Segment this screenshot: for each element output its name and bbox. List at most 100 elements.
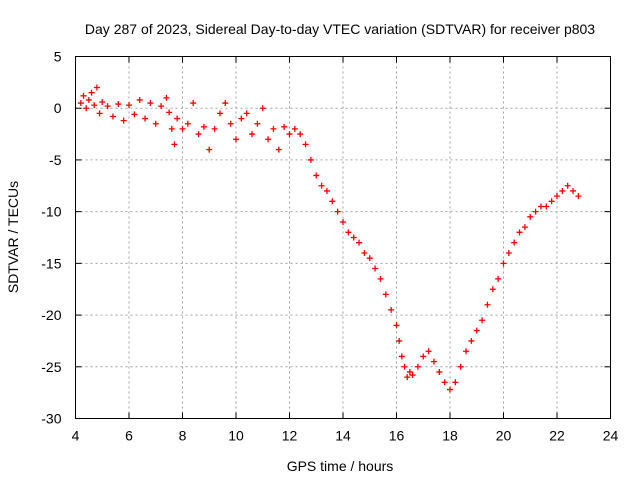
data-point	[505, 250, 512, 257]
data-point	[334, 208, 341, 215]
data-point	[254, 120, 261, 127]
x-tick-label: 16	[389, 428, 405, 444]
data-point	[85, 96, 92, 103]
data-point	[91, 102, 98, 109]
data-point	[420, 353, 427, 360]
data-point	[377, 275, 384, 282]
data-point	[543, 203, 550, 210]
x-axis-label: GPS time / hours	[287, 458, 394, 474]
y-tick-label: -30	[41, 411, 61, 427]
data-point	[436, 368, 443, 375]
data-points	[77, 84, 582, 393]
data-point	[463, 348, 470, 355]
data-point	[233, 136, 239, 143]
data-point	[152, 120, 159, 127]
y-tick-label: 0	[54, 100, 62, 116]
x-tick-label: 18	[442, 428, 458, 444]
grid-lines	[75, 56, 611, 419]
y-tick-label: -5	[49, 152, 62, 168]
data-point	[126, 102, 132, 109]
data-point	[468, 337, 475, 344]
data-point	[323, 187, 330, 194]
data-point	[99, 99, 106, 106]
data-point	[398, 353, 405, 360]
data-point	[243, 110, 250, 117]
data-point	[516, 229, 523, 236]
data-point	[275, 146, 282, 153]
x-tick-label: 22	[549, 428, 565, 444]
data-point	[163, 94, 170, 101]
data-point	[521, 224, 528, 231]
data-point	[430, 358, 437, 365]
data-point	[302, 141, 309, 148]
data-point	[404, 374, 411, 381]
y-tick-label: -15	[41, 255, 61, 271]
data-point	[382, 291, 389, 298]
data-point	[77, 100, 84, 107]
chart-title: Day 287 of 2023, Sidereal Day-to-day VTE…	[85, 21, 595, 37]
data-point	[414, 363, 421, 370]
x-tick-label: 14	[335, 428, 351, 444]
data-point	[104, 103, 111, 110]
data-point	[495, 275, 502, 282]
y-tick-labels: 5 0 -5 -10 -15 -20 -25 -30	[41, 49, 61, 427]
data-point	[80, 92, 87, 99]
data-point	[147, 100, 154, 107]
data-point	[570, 187, 577, 194]
data-point	[393, 322, 400, 329]
data-point	[200, 123, 207, 130]
data-point	[361, 250, 368, 257]
data-point	[249, 131, 256, 138]
y-tick-label: -20	[41, 307, 61, 323]
data-point	[554, 193, 560, 200]
data-point	[396, 337, 403, 344]
data-point	[345, 229, 352, 236]
data-point	[142, 115, 149, 122]
data-point	[270, 125, 277, 132]
data-point	[238, 115, 245, 122]
data-point	[291, 125, 298, 132]
data-point	[115, 101, 122, 108]
data-point	[452, 379, 459, 386]
x-tick-label: 6	[125, 428, 133, 444]
data-point	[222, 100, 229, 107]
data-point	[406, 368, 413, 375]
x-tick-label: 24	[603, 428, 619, 444]
x-tick-labels: 4 6 8 10 12 14 16 18 20 22 24	[72, 428, 619, 444]
data-point	[457, 363, 464, 370]
data-point	[425, 348, 432, 355]
data-point	[166, 109, 173, 116]
data-point	[120, 117, 127, 124]
data-point	[329, 198, 336, 205]
x-tick-label: 20	[496, 428, 512, 444]
data-point	[131, 111, 138, 118]
data-point	[227, 120, 234, 127]
x-tick-label: 4	[72, 428, 80, 444]
data-point	[318, 182, 325, 189]
data-point	[527, 213, 534, 220]
data-point	[401, 363, 408, 370]
x-tick-label: 12	[282, 428, 298, 444]
data-point	[388, 306, 395, 313]
data-point	[479, 317, 486, 324]
data-point	[195, 131, 202, 138]
data-point	[259, 105, 266, 112]
data-point	[174, 115, 181, 122]
data-point	[356, 239, 363, 246]
data-point	[93, 84, 100, 91]
data-point	[307, 156, 314, 163]
x-tick-label: 10	[228, 428, 244, 444]
data-point	[532, 208, 539, 215]
data-point	[88, 89, 95, 96]
data-point	[409, 372, 416, 379]
data-point	[109, 113, 116, 120]
data-point	[366, 255, 373, 262]
data-point	[168, 125, 175, 132]
data-point	[179, 125, 186, 132]
data-point	[372, 265, 379, 272]
data-point	[211, 125, 218, 132]
data-point	[447, 386, 453, 393]
y-tick-label: -10	[41, 204, 61, 220]
x-tick-label: 8	[179, 428, 187, 444]
data-point	[313, 172, 320, 179]
